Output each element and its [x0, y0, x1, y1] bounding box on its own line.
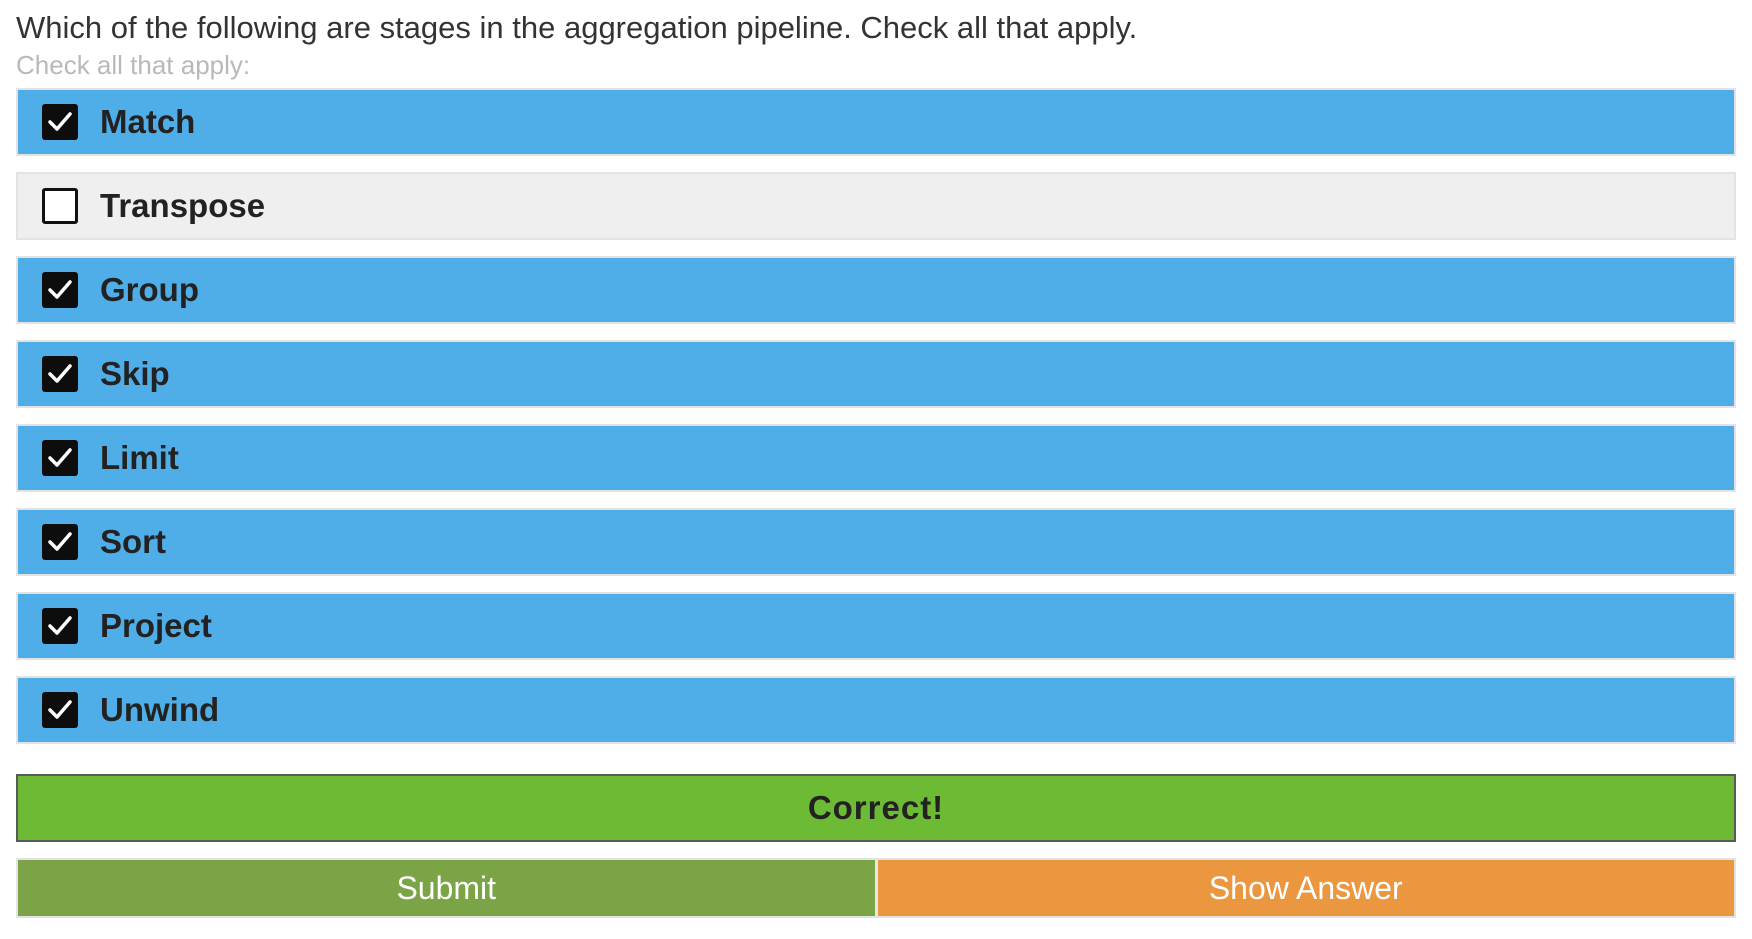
option-label: Project — [100, 607, 212, 644]
checkbox-checked-icon[interactable] — [42, 608, 78, 644]
option-project[interactable]: Project — [16, 592, 1736, 660]
option-label: Sort — [100, 523, 166, 560]
feedback-correct-banner: Correct! — [16, 774, 1736, 842]
option-unwind[interactable]: Unwind — [16, 676, 1736, 744]
checkbox-unchecked-icon[interactable] — [42, 188, 78, 224]
checkbox-checked-icon[interactable] — [42, 104, 78, 140]
question-hint: Check all that apply: — [16, 50, 251, 80]
option-label: Limit — [100, 439, 179, 476]
checkbox-checked-icon[interactable] — [42, 440, 78, 476]
question-text: Which of the following are stages in the… — [16, 10, 1138, 45]
checkbox-checked-icon[interactable] — [42, 356, 78, 392]
action-bar: Submit Show Answer — [16, 858, 1736, 918]
options-list: Match Transpose Group Skip Limit Sort Pr… — [16, 88, 1736, 744]
option-sort[interactable]: Sort — [16, 508, 1736, 576]
checkbox-checked-icon[interactable] — [42, 272, 78, 308]
option-label: Match — [100, 103, 196, 140]
show-answer-button[interactable]: Show Answer — [877, 860, 1734, 916]
option-label: Skip — [100, 355, 170, 392]
submit-button[interactable]: Submit — [18, 860, 878, 916]
option-label: Unwind — [100, 691, 220, 728]
option-label: Group — [100, 271, 199, 308]
checkbox-checked-icon[interactable] — [42, 524, 78, 560]
option-label: Transpose — [100, 187, 266, 224]
option-limit[interactable]: Limit — [16, 424, 1736, 492]
quiz-container: Which of the following are stages in the… — [16, 8, 1736, 918]
option-transpose[interactable]: Transpose — [16, 172, 1736, 240]
option-match[interactable]: Match — [16, 88, 1736, 156]
option-group[interactable]: Group — [16, 256, 1736, 324]
checkbox-checked-icon[interactable] — [42, 692, 78, 728]
option-skip[interactable]: Skip — [16, 340, 1736, 408]
